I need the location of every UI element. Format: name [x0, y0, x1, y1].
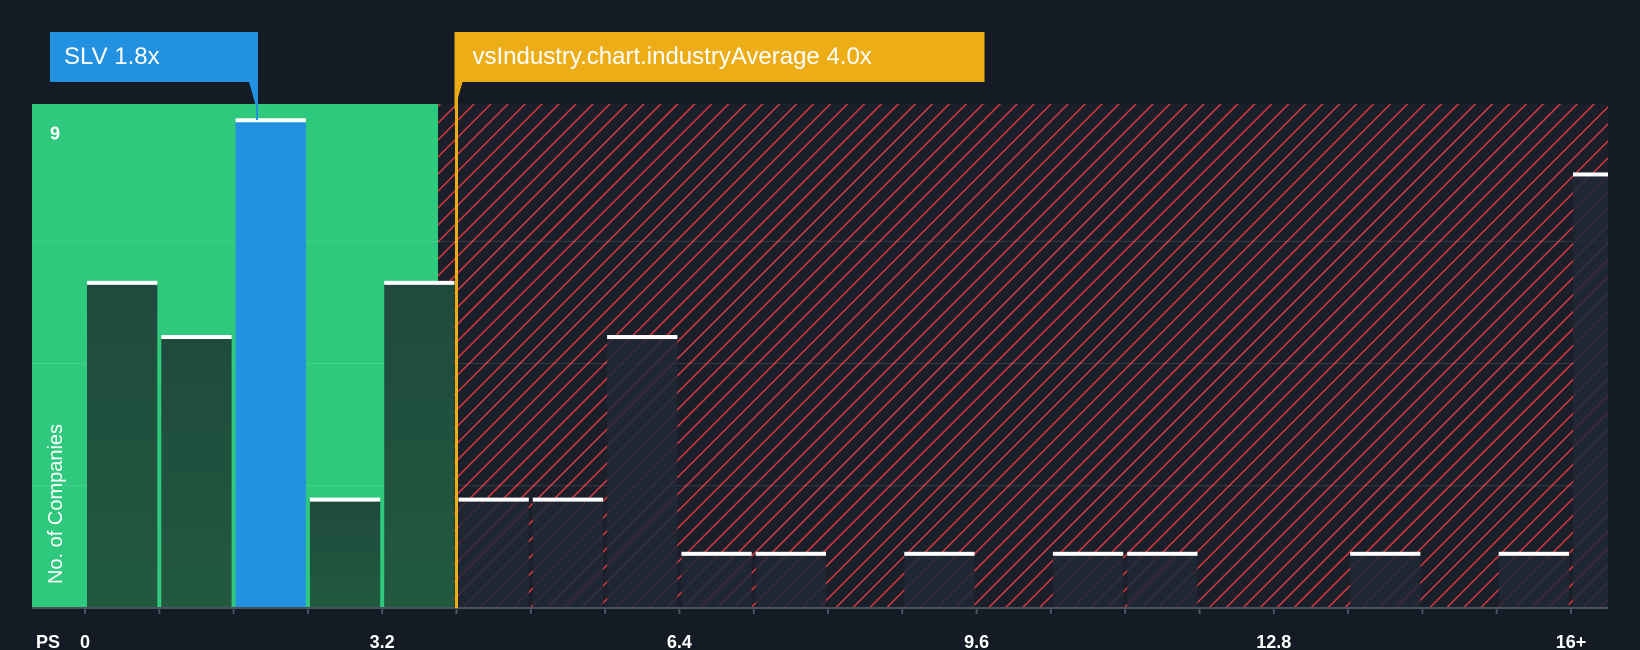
histogram-bars	[87, 118, 1608, 609]
x-tick-label: 12.8	[1256, 632, 1291, 650]
bar-cap	[309, 497, 381, 502]
bar-cap	[1573, 172, 1608, 177]
histogram-bar	[309, 499, 381, 608]
industry-callout-box	[454, 32, 985, 110]
company-callout-box	[50, 32, 258, 110]
x-tick-label: 16+	[1556, 632, 1587, 650]
x-axis-label: PS	[36, 632, 60, 650]
x-tick-label: 6.4	[667, 632, 692, 650]
bar-cap	[1127, 551, 1198, 556]
bar-cap	[161, 335, 232, 340]
histogram-bar	[1350, 553, 1421, 608]
industry-callout-label: vsIndustry.chart.industryAverage 4.0x	[473, 43, 872, 70]
histogram-bar	[87, 282, 158, 608]
industry-average-marker: vsIndustry.chart.industryAverage 4.0x	[454, 32, 985, 608]
histogram-bar	[1573, 174, 1608, 609]
histogram-bar	[235, 120, 306, 609]
histogram-bar	[681, 553, 752, 608]
x-tick-label: 3.2	[370, 632, 395, 650]
histogram-bar	[1498, 553, 1569, 608]
bar-cap	[607, 335, 678, 340]
bar-cap	[1350, 551, 1421, 556]
company-callout-label: SLV 1.8x	[64, 43, 160, 70]
company-marker: SLV 1.8x	[50, 32, 258, 120]
bar-cap	[681, 551, 752, 556]
bar-cap	[384, 280, 455, 285]
histogram-bar	[161, 337, 232, 608]
bar-cap	[1498, 551, 1569, 556]
histogram-bar	[607, 337, 678, 608]
histogram-bar	[1127, 553, 1198, 608]
bar-cap	[235, 118, 306, 123]
y-tick-label: 9	[50, 123, 60, 143]
y-axis-label: No. of Companies	[45, 424, 67, 584]
histogram-bar	[384, 282, 455, 608]
histogram-bar	[755, 553, 826, 608]
histogram-bar	[904, 553, 975, 608]
bar-cap	[1052, 551, 1124, 556]
histogram-bar	[1052, 553, 1124, 608]
histogram-bar	[532, 499, 604, 608]
x-axis-ticks: 0 3.2 6.4 9.6 12.8 16+	[80, 608, 1586, 650]
bar-cap	[458, 497, 529, 502]
x-tick-label: 0	[80, 632, 90, 650]
y-axis-ticks: 9	[50, 123, 60, 143]
histogram-bar	[458, 499, 529, 608]
x-tick-label: 9.6	[964, 632, 989, 650]
bar-cap	[87, 280, 158, 285]
bar-cap	[755, 551, 826, 556]
bar-cap	[532, 497, 604, 502]
bar-cap	[904, 551, 975, 556]
